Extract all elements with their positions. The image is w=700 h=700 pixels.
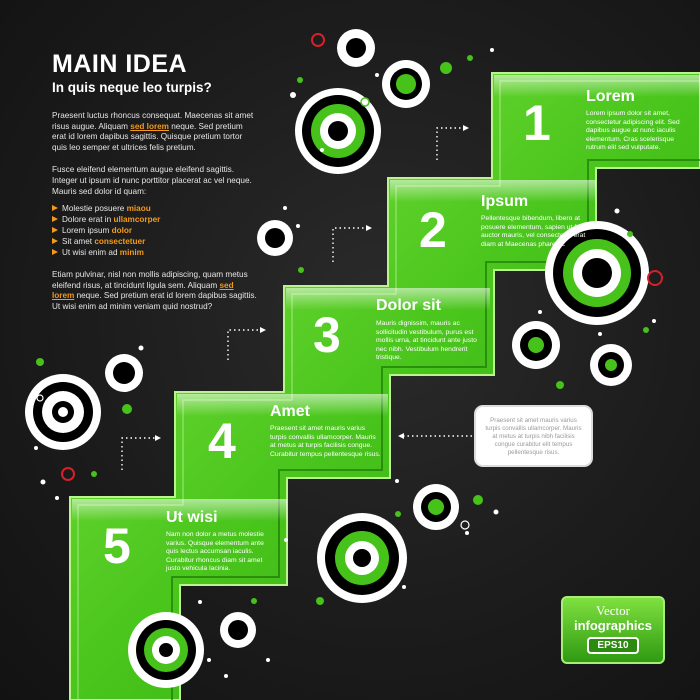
step-4-text: Praesent sit amet mauris varius turpis c… (270, 425, 381, 458)
shine-4 (177, 394, 388, 416)
bullet-highlight: ullamcorper (113, 215, 161, 225)
step-4-number: 4 (208, 413, 236, 469)
step-5-number: 5 (103, 518, 131, 574)
bullet-text: Ut wisi enim ad (62, 248, 120, 258)
vector-badge: Vector infographics EPS10 (561, 596, 665, 664)
connector-1 (436, 127, 465, 160)
bullet-item: Dolore erat in ullamcorper (52, 214, 257, 225)
target-1 (295, 88, 381, 174)
arrow-callout (398, 433, 404, 439)
ring-small-5 (512, 321, 560, 369)
shine-1 (494, 75, 700, 97)
step-1-number: 1 (523, 95, 551, 151)
badge-line-2: infographics (573, 618, 652, 633)
red-ring-2 (647, 270, 663, 286)
step-5-title: Ut wisi (166, 509, 218, 526)
step-2-text: Pellentesque bibendum, libero at posuere… (481, 215, 587, 248)
bullet-text: Molestie posuere (62, 204, 127, 214)
badge-line-1: Vector (596, 603, 630, 618)
shine-5 (72, 499, 287, 521)
arrow-2 (366, 225, 372, 231)
step-4-title: Amet (270, 403, 311, 420)
ring-small-8 (220, 612, 256, 648)
step-3-text: Mauris dignissim, mauris ac sollicitudin… (376, 320, 477, 362)
callout-box: Praesent sit amet mauris varius turpis c… (474, 405, 593, 467)
ring-small-1 (337, 29, 375, 67)
bullet-highlight: miaou (126, 204, 151, 214)
page-title: MAIN IDEA (52, 50, 188, 78)
target-4 (317, 513, 407, 603)
bullet-item: Lorem ipsum dolor (52, 225, 257, 236)
arrow-3 (260, 327, 266, 333)
arrow-1 (463, 125, 469, 131)
shine-3 (286, 288, 490, 310)
bullet-highlight: dolor (111, 226, 133, 236)
ring-outline-small (360, 97, 370, 107)
connector-4 (121, 437, 157, 470)
p1-link[interactable]: sed lorem (130, 121, 169, 131)
target-3 (25, 374, 101, 450)
bullet-item: Ut wisi enim ad minim (52, 247, 257, 258)
bullet-highlight: minim (119, 248, 144, 258)
arrow-4 (155, 435, 161, 441)
badge-eps-label: EPS10 (587, 637, 639, 654)
p1-text-a: Praesent luctus rhoncus consequat. Maece… (52, 111, 254, 131)
step-1-title: Lorem (586, 88, 635, 105)
step-3-title: Dolor sit (376, 297, 441, 314)
connector-2 (332, 227, 368, 262)
red-ring-1 (311, 33, 325, 47)
ring-small-4 (105, 354, 143, 392)
step-2-title: Ipsum (481, 193, 529, 210)
bullet-text: Dolore erat in (62, 215, 114, 225)
bullet-item: Molestie posuere miaou (52, 203, 257, 214)
target-5 (128, 612, 204, 688)
p3-link[interactable]: sed lorem (52, 280, 234, 301)
bullet-text: Sit amet (62, 237, 95, 247)
red-ring-3 (61, 467, 75, 481)
bullet-text: Lorem ipsum (62, 226, 112, 236)
ring-small-3 (257, 220, 293, 256)
page-subtitle: In quis neque leo turpis? (52, 80, 212, 95)
ring-outline-small-2 (460, 520, 470, 530)
target-2 (545, 221, 649, 325)
intro-paragraph-1: Praesent luctus rhoncus consequat. Maece… (52, 111, 257, 153)
step-1-text: Lorem ipsum dolor sit amet, consectetur … (586, 110, 680, 152)
p3-text-a: Etiam pulvinar, nisl non mollis adipisci… (52, 270, 248, 290)
intro-panel: MAIN IDEA In quis neque leo turpis? Prae… (52, 50, 257, 313)
step-5-text: Nam non dolor a metus molestie varius. Q… (166, 531, 264, 573)
ring-small-2 (382, 60, 430, 108)
intro-paragraph-2: Fusce eleifend elementum augue eleifend … (52, 165, 252, 196)
bullet-highlight: consectetuer (94, 237, 146, 247)
connector-3 (227, 329, 262, 360)
p1-text-b: neque. Sed pretium erat id lorem dapibus… (52, 121, 243, 152)
shine-2 (390, 180, 596, 202)
ring-small-7 (413, 484, 459, 530)
ring-small-6 (590, 344, 632, 386)
bullet-item: Sit amet consectetuer (52, 236, 257, 247)
bullet-list: Molestie posuere miaou Dolore erat in ul… (52, 203, 257, 258)
intro-paragraph-3: Etiam pulvinar, nisl non mollis adipisci… (52, 270, 257, 312)
p3-text-b: neque. Sed pretium erat id lorem dapibus… (52, 291, 257, 311)
step-2-number: 2 (419, 202, 447, 258)
ring-outline-small-3 (36, 394, 44, 402)
step-3-number: 3 (313, 307, 341, 363)
